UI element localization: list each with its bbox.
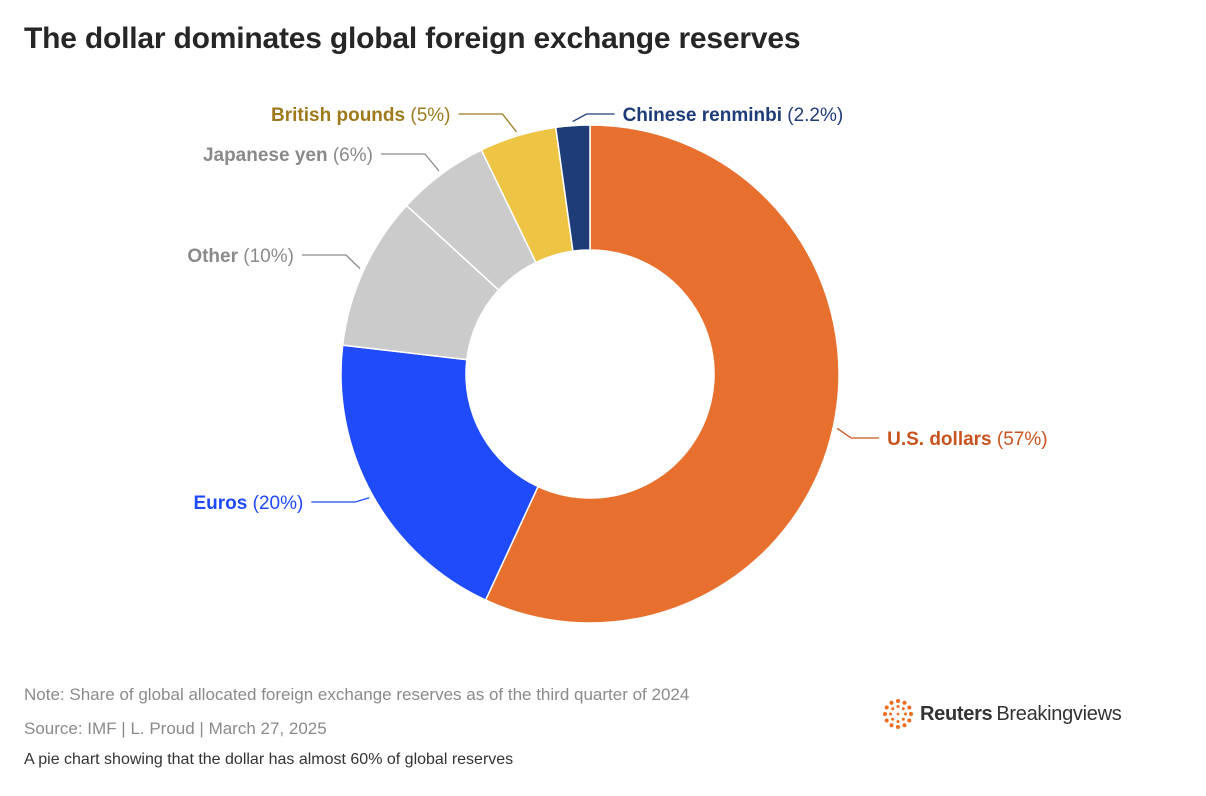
footer-source: Source: IMF | L. Proud | March 27, 2025 bbox=[24, 719, 327, 738]
leader-line-euros bbox=[311, 497, 370, 503]
footer-note: Note: Share of global allocated foreign … bbox=[24, 685, 690, 704]
leader-line-british-pounds bbox=[458, 113, 518, 133]
label-chinese-renminbi: Chinese renminbi (2.2%) bbox=[623, 105, 844, 126]
slice-chinese-renminbi bbox=[554, 124, 591, 253]
leader-line-japanese-yen bbox=[380, 153, 440, 172]
label-other: Other (10%) bbox=[187, 246, 294, 267]
slice-euros bbox=[340, 344, 540, 602]
footer-description: A pie chart showing that the dollar has … bbox=[24, 751, 514, 768]
chart-title: The dollar dominates global foreign exch… bbox=[24, 22, 801, 55]
donut-chart: U.S. dollars (57%) Euros (20%) Other (10%)… bbox=[187, 105, 1048, 624]
label-british-pounds: British pounds (5%) bbox=[271, 105, 450, 126]
reuters-dots-icon bbox=[883, 699, 913, 729]
brand-logo: Reuters Breakingviews bbox=[882, 698, 1122, 730]
leader-line-chinese-renminbi bbox=[572, 113, 615, 123]
label-u-s-dollars: U.S. dollars (57%) bbox=[887, 429, 1047, 450]
brand-sub: Breakingviews bbox=[996, 702, 1122, 725]
label-japanese-yen: Japanese yen (6%) bbox=[203, 145, 373, 166]
leader-line-other bbox=[301, 254, 361, 270]
brand-name: Reuters bbox=[920, 702, 993, 725]
leader-line-u-s-dollars bbox=[836, 427, 880, 439]
slice-u-s-dollars bbox=[484, 124, 840, 624]
label-euros: Euros (20%) bbox=[193, 493, 303, 514]
